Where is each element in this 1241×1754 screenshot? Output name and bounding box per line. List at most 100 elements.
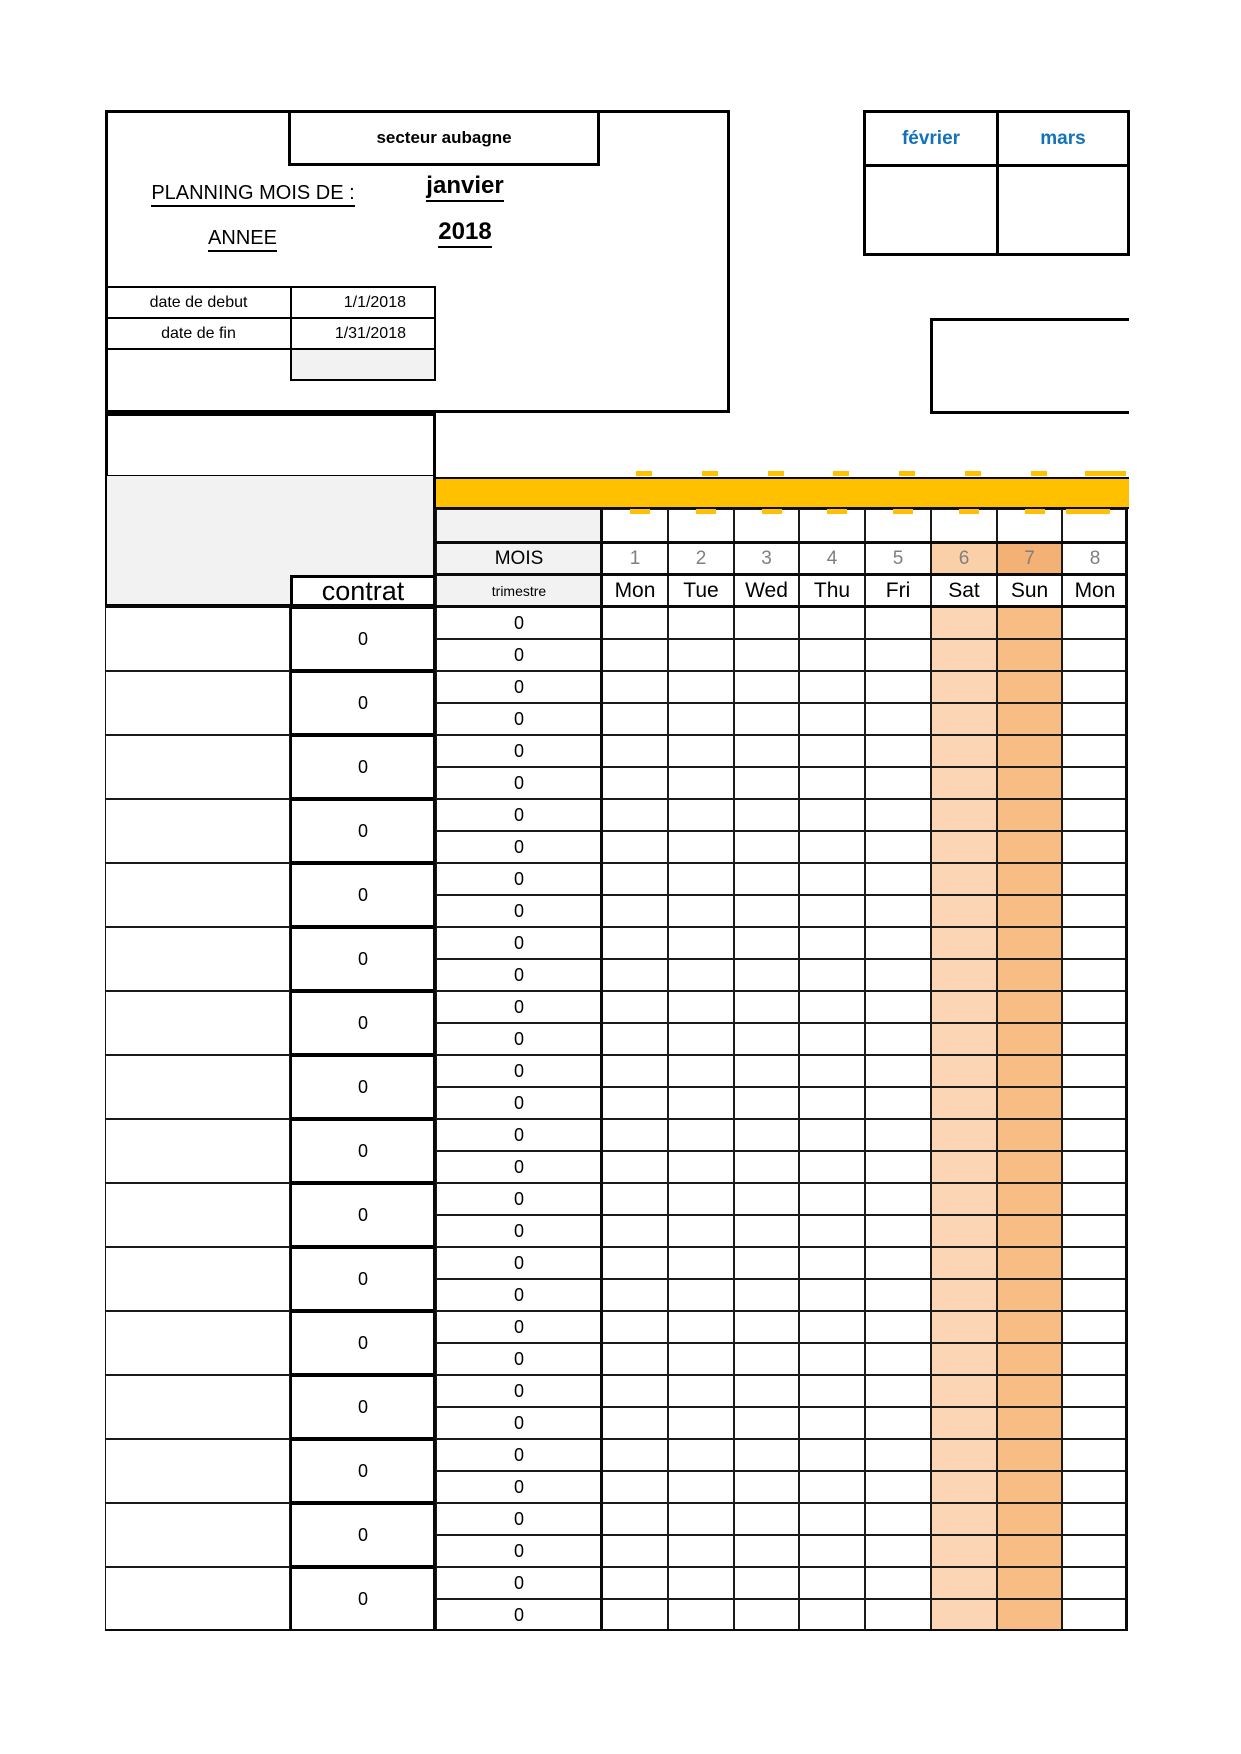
day-cell[interactable] [997,1407,1062,1439]
day-cell[interactable] [602,1407,668,1439]
day-cell[interactable] [997,1055,1062,1087]
day-cell[interactable] [799,1215,865,1247]
day-cell[interactable] [734,799,799,831]
day-cell[interactable] [865,1151,931,1183]
day-cell[interactable] [997,1183,1062,1215]
day-cell[interactable] [734,767,799,799]
day-cell[interactable] [865,1119,931,1151]
day-cell[interactable] [931,671,997,703]
day-cell[interactable] [734,831,799,863]
day-cell[interactable] [997,639,1062,671]
day-cell[interactable] [931,1407,997,1439]
day-cell[interactable] [799,1119,865,1151]
employee-name-cell[interactable] [105,927,290,991]
day-cell[interactable] [997,959,1062,991]
day-cell[interactable] [799,1407,865,1439]
contrat-value-cell[interactable]: 0 [290,1311,436,1375]
day-cell[interactable] [931,1215,997,1247]
next-month-fevrier-body-cell[interactable] [863,164,999,256]
day-cell[interactable] [799,831,865,863]
day-cell[interactable] [799,1023,865,1055]
day-cell[interactable] [931,1023,997,1055]
day-cell[interactable] [668,1151,734,1183]
day-cell[interactable] [734,1183,799,1215]
day-cell[interactable] [997,1439,1062,1471]
day-cell[interactable] [931,895,997,927]
mois-value-cell[interactable]: 0 [436,1439,602,1471]
contrat-value-cell[interactable]: 0 [290,1247,436,1311]
day-cell[interactable] [668,767,734,799]
day-cell[interactable] [602,863,668,895]
day-cell[interactable] [734,1407,799,1439]
mois-value-cell[interactable]: 0 [436,831,602,863]
day-cell[interactable] [997,1471,1062,1503]
day-cell[interactable] [1062,927,1128,959]
contrat-value-cell[interactable]: 0 [290,927,436,991]
day-cell[interactable] [668,1311,734,1343]
mois-value-cell[interactable]: 0 [436,927,602,959]
day-cell[interactable] [1062,639,1128,671]
day-cell[interactable] [997,1343,1062,1375]
day-cell[interactable] [931,959,997,991]
day-cell[interactable] [1062,1375,1128,1407]
mois-value-cell[interactable]: 0 [436,1247,602,1279]
day-cell[interactable] [602,607,668,639]
contrat-value-cell[interactable]: 0 [290,1183,436,1247]
day-cell[interactable] [997,991,1062,1023]
day-cell[interactable] [931,639,997,671]
day-cell[interactable] [997,1119,1062,1151]
day-cell[interactable] [668,1247,734,1279]
mois-value-cell[interactable]: 0 [436,1567,602,1599]
employee-name-cell[interactable] [105,863,290,927]
day-spacer-cell[interactable] [865,509,931,543]
day-cell[interactable] [997,1087,1062,1119]
day-cell[interactable] [865,767,931,799]
contrat-value-cell[interactable]: 0 [290,863,436,927]
employee-name-cell[interactable] [105,1503,290,1567]
day-cell[interactable] [931,767,997,799]
day-cell[interactable] [668,1535,734,1567]
day-cell[interactable] [602,767,668,799]
day-cell[interactable] [602,991,668,1023]
day-cell[interactable] [602,895,668,927]
day-cell[interactable] [602,735,668,767]
next-month-mars-body-cell[interactable] [996,164,1130,256]
day-cell[interactable] [931,1183,997,1215]
day-cell[interactable] [602,1343,668,1375]
day-cell[interactable] [668,895,734,927]
contrat-value-cell[interactable]: 0 [290,1375,436,1439]
day-cell[interactable] [734,735,799,767]
day-cell[interactable] [1062,1535,1128,1567]
contrat-value-cell[interactable]: 0 [290,1439,436,1503]
day-cell[interactable] [668,671,734,703]
day-cell[interactable] [799,1343,865,1375]
day-cell[interactable] [865,1407,931,1439]
day-cell[interactable] [931,1599,997,1631]
day-cell[interactable] [734,1439,799,1471]
day-cell[interactable] [734,607,799,639]
employee-name-cell[interactable] [105,1183,290,1247]
day-cell[interactable] [668,1407,734,1439]
day-cell[interactable] [734,1279,799,1311]
day-cell[interactable] [602,959,668,991]
day-cell[interactable] [668,959,734,991]
day-cell[interactable] [865,1535,931,1567]
mois-value-cell[interactable]: 0 [436,1503,602,1535]
mois-value-cell[interactable]: 0 [436,1023,602,1055]
day-cell[interactable] [734,1119,799,1151]
day-cell[interactable] [799,1567,865,1599]
mois-value-cell[interactable]: 0 [436,1151,602,1183]
day-cell[interactable] [931,831,997,863]
day-cell[interactable] [602,1535,668,1567]
day-cell[interactable] [799,1535,865,1567]
day-cell[interactable] [799,1599,865,1631]
employee-name-cell[interactable] [105,799,290,863]
day-cell[interactable] [734,1311,799,1343]
contrat-value-cell[interactable]: 0 [290,1503,436,1567]
day-cell[interactable] [799,1087,865,1119]
day-cell[interactable] [997,1599,1062,1631]
day-cell[interactable] [931,1311,997,1343]
day-cell[interactable] [1062,607,1128,639]
mois-value-cell[interactable]: 0 [436,1343,602,1375]
contrat-value-cell[interactable]: 0 [290,671,436,735]
